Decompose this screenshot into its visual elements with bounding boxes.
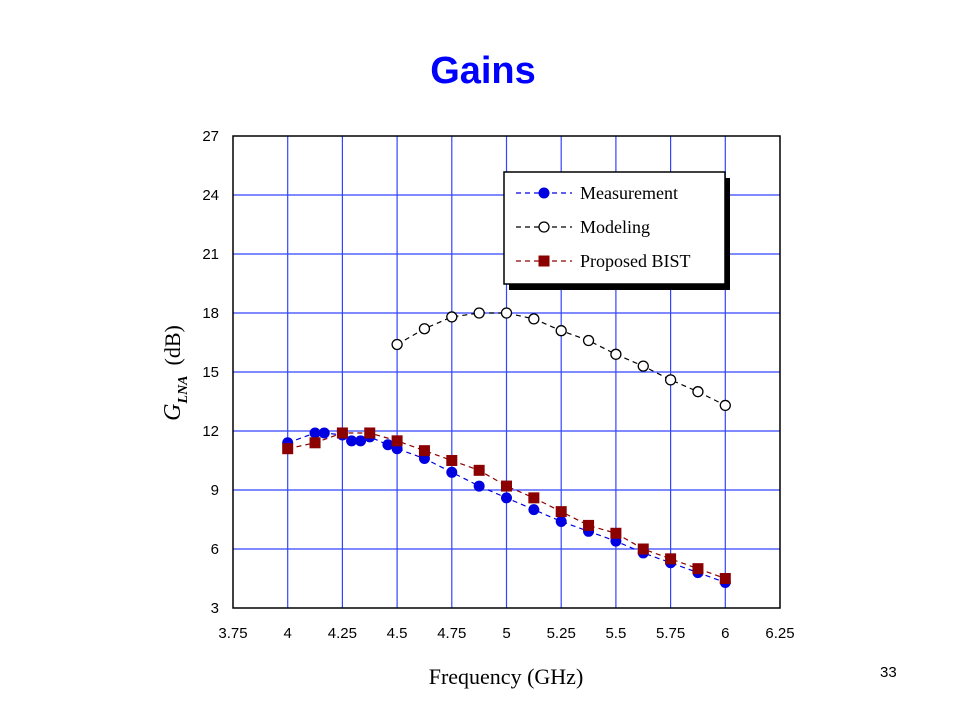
- x-axis-label: Frequency (GHz): [429, 664, 584, 689]
- x-tick-label: 4.25: [328, 625, 357, 642]
- legend-label-modeling: Modeling: [580, 217, 650, 237]
- legend: Measurement Modeling Proposed BIST: [503, 171, 730, 290]
- legend-marker-modeling: [538, 221, 550, 233]
- data-point-proposed-bist: [364, 427, 376, 439]
- y-tick-label: 21: [202, 246, 219, 263]
- data-point-modeling: [500, 307, 513, 319]
- data-point-modeling: [637, 360, 649, 372]
- data-point-proposed-bist: [391, 435, 403, 447]
- y-tick-label: 15: [202, 364, 219, 381]
- x-tick-label: 6.25: [765, 625, 794, 642]
- y-tick-labels: 3 6 9 12 15 18 21 24 27: [202, 128, 219, 617]
- data-point-proposed-bist: [692, 563, 704, 575]
- data-point-proposed-bist: [583, 519, 595, 531]
- data-point-modeling: [528, 313, 540, 325]
- legend-marker-measurement: [538, 187, 550, 199]
- data-point-modeling: [664, 374, 677, 386]
- page-number: 33: [880, 664, 897, 681]
- y-axis-label-unit: (dB): [160, 325, 185, 365]
- data-point-proposed-bist: [336, 427, 348, 439]
- series-line-proposed-bist: [287, 432, 726, 580]
- y-tick-label: 6: [211, 541, 219, 558]
- data-point-measurement: [446, 466, 458, 478]
- x-tick-label: 5: [502, 625, 510, 642]
- data-point-measurement: [501, 492, 512, 504]
- series-modeling: [391, 307, 731, 412]
- series-layer: [282, 307, 731, 588]
- data-point-modeling: [719, 399, 731, 412]
- y-axis-label-main: G: [160, 403, 186, 420]
- series-proposed-bist: [282, 427, 731, 584]
- slide-title: Gains: [430, 50, 536, 92]
- x-tick-label: 5.25: [547, 625, 576, 642]
- x-tick-label: 6: [721, 625, 729, 642]
- data-point-proposed-bist: [282, 443, 294, 455]
- svg-text:GLNA(dB): GLNA (dB): [160, 325, 191, 421]
- legend-marker-proposed-bist: [538, 255, 550, 267]
- data-point-proposed-bist: [473, 464, 485, 476]
- data-point-measurement: [473, 480, 485, 492]
- data-point-proposed-bist: [309, 437, 321, 449]
- data-point-measurement: [382, 439, 394, 451]
- data-point-measurement: [309, 427, 321, 439]
- data-point-proposed-bist: [501, 480, 512, 492]
- x-tick-labels: 3.75 4 4.25 4.5 4.75 5 5.25 5.5 5.75 6 6.25: [218, 625, 794, 642]
- x-tick-label: 3.75: [218, 625, 247, 642]
- x-tick-label: 4.5: [387, 625, 408, 642]
- y-axis-label: GLNA (dB): [160, 325, 191, 421]
- y-tick-label: 9: [211, 482, 219, 499]
- data-point-proposed-bist: [719, 573, 731, 584]
- legend-item-measurement: Measurement: [516, 183, 678, 203]
- data-point-measurement: [528, 504, 540, 516]
- legend-item-modeling: Modeling: [516, 217, 650, 237]
- data-point-measurement: [346, 435, 358, 447]
- data-point-proposed-bist: [446, 455, 458, 466]
- y-tick-label: 12: [202, 423, 219, 440]
- legend-label-measurement: Measurement: [580, 183, 678, 203]
- data-point-proposed-bist: [528, 492, 540, 504]
- data-point-proposed-bist: [418, 445, 430, 457]
- data-point-proposed-bist: [665, 553, 677, 565]
- x-tick-label: 5.75: [656, 625, 685, 642]
- y-tick-label: 18: [202, 305, 219, 322]
- y-tick-label: 27: [202, 128, 219, 145]
- data-point-measurement: [555, 515, 567, 527]
- data-point-measurement: [355, 435, 367, 447]
- plot-frame: [232, 135, 781, 609]
- data-point-proposed-bist: [555, 506, 567, 518]
- data-point-modeling: [610, 348, 622, 360]
- data-point-modeling: [582, 334, 595, 347]
- data-point-proposed-bist: [637, 543, 649, 555]
- x-tick-label: 4.75: [437, 625, 466, 642]
- data-point-modeling: [446, 311, 458, 323]
- legend-label-proposed-bist: Proposed BIST: [580, 251, 691, 271]
- data-point-measurement: [318, 427, 330, 439]
- x-tick-label: 4: [284, 625, 292, 642]
- data-point-modeling: [692, 386, 704, 398]
- data-point-modeling: [418, 323, 431, 335]
- y-axis-label-sub: LNA: [176, 375, 191, 404]
- data-point-modeling: [555, 325, 567, 337]
- y-tick-label: 24: [202, 187, 219, 204]
- y-tick-label: 3: [211, 600, 219, 617]
- data-point-modeling: [391, 338, 403, 351]
- legend-item-proposed-bist: Proposed BIST: [516, 251, 691, 271]
- x-tick-label: 5.5: [605, 625, 626, 642]
- data-point-proposed-bist: [610, 527, 622, 539]
- data-point-modeling: [473, 307, 485, 319]
